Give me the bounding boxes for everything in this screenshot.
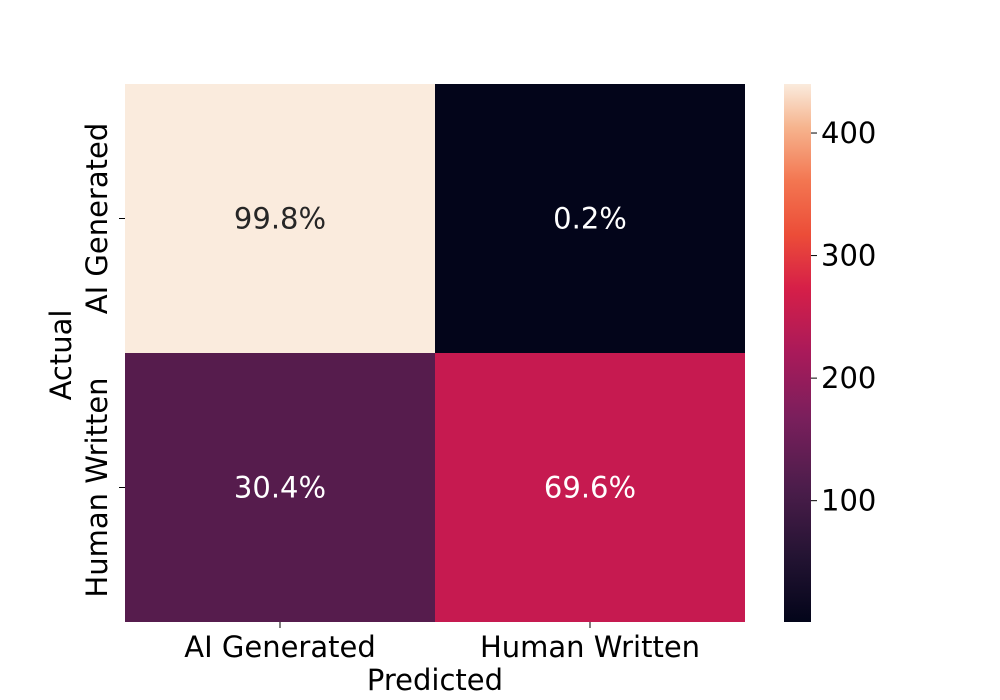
colorbar-tick-label: 300: [821, 239, 876, 273]
x-axis-title: Predicted: [367, 663, 503, 697]
cell-value-label: 69.6%: [544, 471, 636, 505]
heatmap-cell-labels: 99.8% 0.2% 30.4% 69.6%: [234, 202, 636, 505]
colorbar-tick-label: 100: [821, 484, 876, 518]
y-axis-title: Actual: [44, 310, 78, 401]
heatmap-cell: [435, 84, 745, 353]
y-tick-label: Human Written: [80, 377, 114, 597]
x-tick-label: Human Written: [480, 630, 700, 664]
cell-value-label: 30.4%: [234, 471, 326, 505]
colorbar: 100 200 300 400: [784, 84, 876, 622]
colorbar-gradient: [784, 84, 811, 622]
y-tick-label: AI Generated: [80, 123, 114, 314]
heatmap-cell: [435, 353, 745, 622]
heatmap-cell: [125, 353, 435, 622]
cell-value-label: 0.2%: [553, 202, 627, 236]
heatmap-cells: [125, 84, 745, 622]
colorbar-tick-label: 200: [821, 361, 876, 395]
x-tick-label: AI Generated: [184, 630, 375, 664]
heatmap-cell: [125, 84, 435, 353]
heatmap-axes: AI Generated Human Written AI Generated Hum…: [80, 123, 700, 664]
colorbar-tick-label: 400: [821, 116, 876, 150]
colorbar-ticks: 100 200 300 400: [811, 116, 876, 518]
cell-value-label: 99.8%: [234, 202, 326, 236]
